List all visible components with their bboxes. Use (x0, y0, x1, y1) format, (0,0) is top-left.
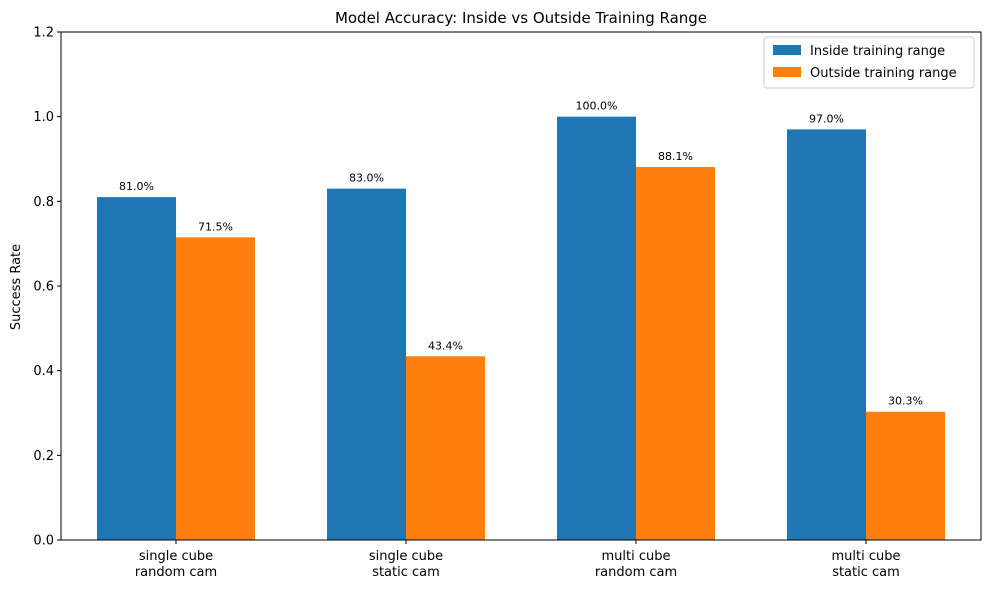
x-tick-label: single cube static cam (369, 549, 443, 580)
y-tick-label: 0.2 (33, 449, 54, 464)
bar-outside-1 (406, 356, 485, 540)
y-tick-label: 0.8 (33, 195, 54, 210)
y-axis-label: Success Rate (9, 244, 24, 330)
y-tick-label: 0.0 (33, 534, 54, 549)
legend: Inside training range Outside training ra… (763, 36, 975, 89)
bar-outside-0 (176, 237, 255, 541)
bar-outside-2 (636, 167, 715, 540)
y-tick-label: 1.2 (33, 26, 54, 41)
bar-inside-1 (327, 188, 406, 540)
x-tick-label: single cube random cam (135, 549, 217, 580)
legend-swatch (773, 67, 801, 77)
y-tick-label: 0.6 (33, 280, 54, 295)
y-tick-label: 1.0 (33, 110, 54, 125)
data-label: 81.0% (119, 180, 154, 193)
x-tick-label: multi cube static cam (832, 549, 901, 580)
bar-inside-2 (557, 116, 636, 541)
data-label: 88.1% (658, 150, 693, 163)
bar-inside-3 (787, 129, 866, 540)
data-label: 30.3% (888, 395, 923, 408)
data-label: 71.5% (198, 220, 233, 233)
plot-area: 81.0% 83.0% 100.0% 97.0% 71.5% 43.4% 88.1% 30.3… (33, 26, 982, 580)
bar-inside-0 (97, 197, 176, 540)
data-label: 43.4% (428, 339, 463, 352)
data-label: 100.0% (576, 100, 618, 113)
legend-entry: Inside training range (810, 44, 945, 59)
y-tick-label: 0.4 (33, 364, 54, 379)
bar-outside-3 (866, 411, 945, 540)
data-label: 83.0% (349, 172, 384, 185)
legend-entry: Outside training range (810, 66, 957, 81)
chart-title: Model Accuracy: Inside vs Outside Traini… (335, 9, 707, 27)
data-label: 97.0% (809, 112, 844, 125)
legend-box (763, 36, 975, 89)
legend-swatch (773, 45, 801, 55)
x-tick-label: multi cube random cam (595, 549, 677, 580)
